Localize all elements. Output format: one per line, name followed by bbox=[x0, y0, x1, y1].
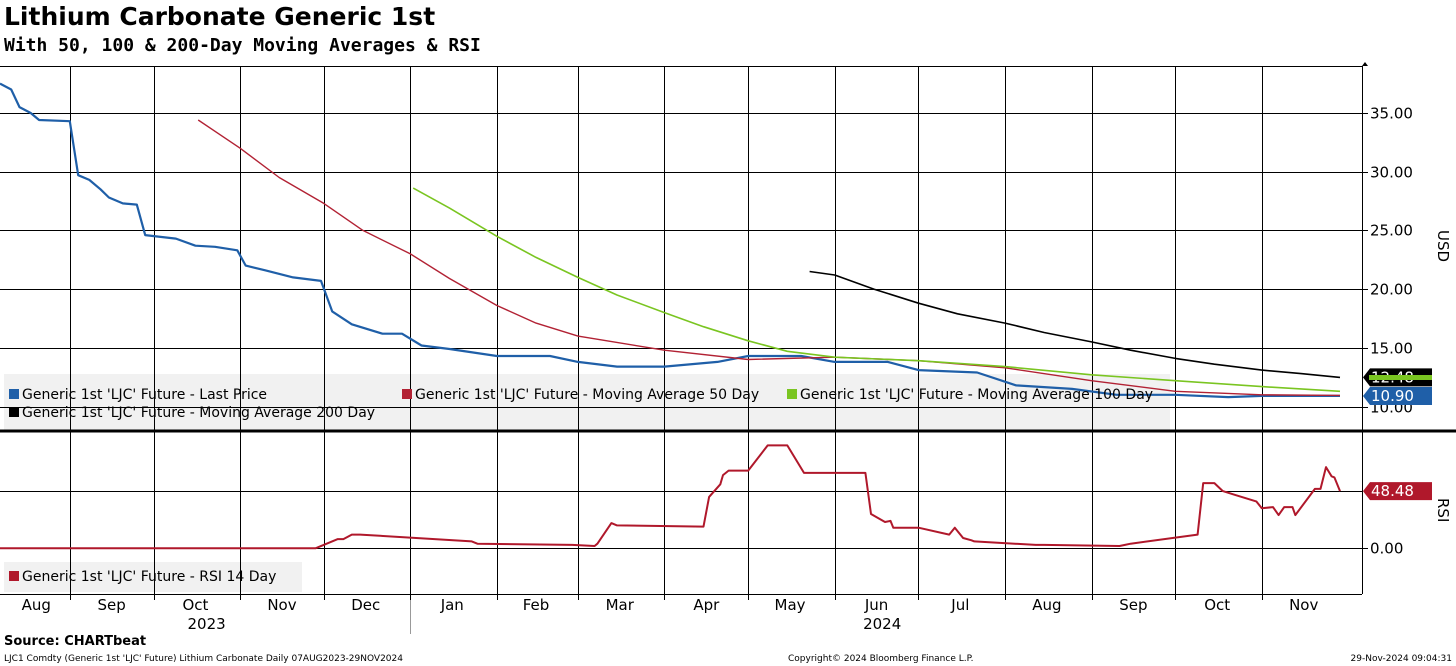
y-axis-label-rsi: RSI bbox=[1434, 498, 1452, 522]
x-month-label: Oct bbox=[1204, 596, 1230, 614]
label-last-rsi-text: 48.48 bbox=[1371, 482, 1414, 500]
footer-ticker-info: LJC1 Comdty (Generic 1st 'LJC' Future) L… bbox=[4, 654, 403, 664]
x-month-label: Nov bbox=[1289, 596, 1318, 614]
rsi-legend-box bbox=[4, 562, 302, 592]
legend-last-price-label: Generic 1st 'LJC' Future - Last Price bbox=[22, 387, 267, 403]
y-tick-label: 35.00 bbox=[1370, 105, 1413, 123]
legend-rsi-swatch bbox=[9, 571, 19, 581]
source-label: Source: CHARTbeat bbox=[4, 634, 147, 649]
x-month-label: Oct bbox=[182, 596, 208, 614]
series-ma100 bbox=[412, 187, 1341, 393]
legend-background-layer bbox=[4, 374, 1170, 592]
x-month-label: Sep bbox=[98, 596, 126, 614]
legend-last-price-swatch bbox=[9, 389, 19, 399]
series-ma200 bbox=[809, 270, 1341, 379]
legend-ma100-swatch bbox=[787, 389, 797, 399]
label-last-price-text: 10.90 bbox=[1371, 387, 1414, 405]
rsi-y-tick-label: 0.00 bbox=[1370, 540, 1403, 558]
legend-ma200-label: Generic 1st 'LJC' Future - Moving Averag… bbox=[22, 405, 375, 421]
footer-copyright: Copyright© 2024 Bloomberg Finance L.P. bbox=[788, 654, 974, 664]
axis-layer: 10.0015.0020.0025.0030.0035.00USD0.00RSI… bbox=[22, 62, 1452, 634]
x-month-label: Jan bbox=[440, 596, 464, 614]
x-month-label: Sep bbox=[1119, 596, 1147, 614]
x-year-label-2024: 2024 bbox=[863, 615, 901, 633]
series-last-price bbox=[0, 82, 1340, 399]
series-ma50 bbox=[197, 119, 1341, 397]
x-month-label: Aug bbox=[1032, 596, 1061, 614]
legend-layer: Generic 1st 'LJC' Future - Last Price Gen… bbox=[9, 387, 1153, 585]
x-year-label-2023: 2023 bbox=[187, 615, 225, 633]
legend-rsi-label: Generic 1st 'LJC' Future - RSI 14 Day bbox=[22, 569, 276, 585]
x-month-label: Jun bbox=[864, 596, 888, 614]
x-month-label: Aug bbox=[22, 596, 51, 614]
series-layer bbox=[0, 82, 1341, 550]
x-month-label: Dec bbox=[351, 596, 380, 614]
chart-subtitle: With 50, 100 & 200-Day Moving Averages &… bbox=[4, 35, 481, 56]
x-month-label: Mar bbox=[606, 596, 635, 614]
x-month-label: Feb bbox=[523, 596, 550, 614]
price-rsi-chart: Generic 1st 'LJC' Future - Last Price Gen… bbox=[0, 62, 1456, 634]
x-month-label: Jul bbox=[950, 596, 969, 614]
y-tick-label: 20.00 bbox=[1370, 281, 1413, 299]
y-tick-label: 15.00 bbox=[1370, 340, 1413, 358]
x-month-label: May bbox=[775, 596, 806, 614]
x-month-label: Nov bbox=[267, 596, 296, 614]
y-axis-label-usd: USD bbox=[1434, 230, 1452, 262]
grid-layer bbox=[0, 66, 1456, 595]
legend-ma200-swatch bbox=[9, 407, 19, 417]
legend-ma100-label: Generic 1st 'LJC' Future - Moving Averag… bbox=[800, 387, 1153, 403]
series-rsi-14 bbox=[0, 444, 1341, 550]
y-tick-label: 25.00 bbox=[1370, 222, 1413, 240]
label-last-rsi-box bbox=[1363, 482, 1432, 501]
y-axis-arrow bbox=[1362, 62, 1368, 66]
y-tick-label: 30.00 bbox=[1370, 164, 1413, 182]
footer-timestamp: 29-Nov-2024 09:04:31 bbox=[1350, 654, 1452, 664]
legend-ma50-label: Generic 1st 'LJC' Future - Moving Averag… bbox=[415, 387, 759, 403]
chart-title: Lithium Carbonate Generic 1st bbox=[4, 2, 436, 31]
label-last-price-box bbox=[1363, 386, 1432, 405]
legend-ma50-swatch bbox=[402, 389, 412, 399]
label-last-ma100-strip bbox=[1369, 375, 1432, 380]
x-month-label: Apr bbox=[693, 596, 720, 614]
price-legend-box bbox=[4, 374, 1170, 430]
